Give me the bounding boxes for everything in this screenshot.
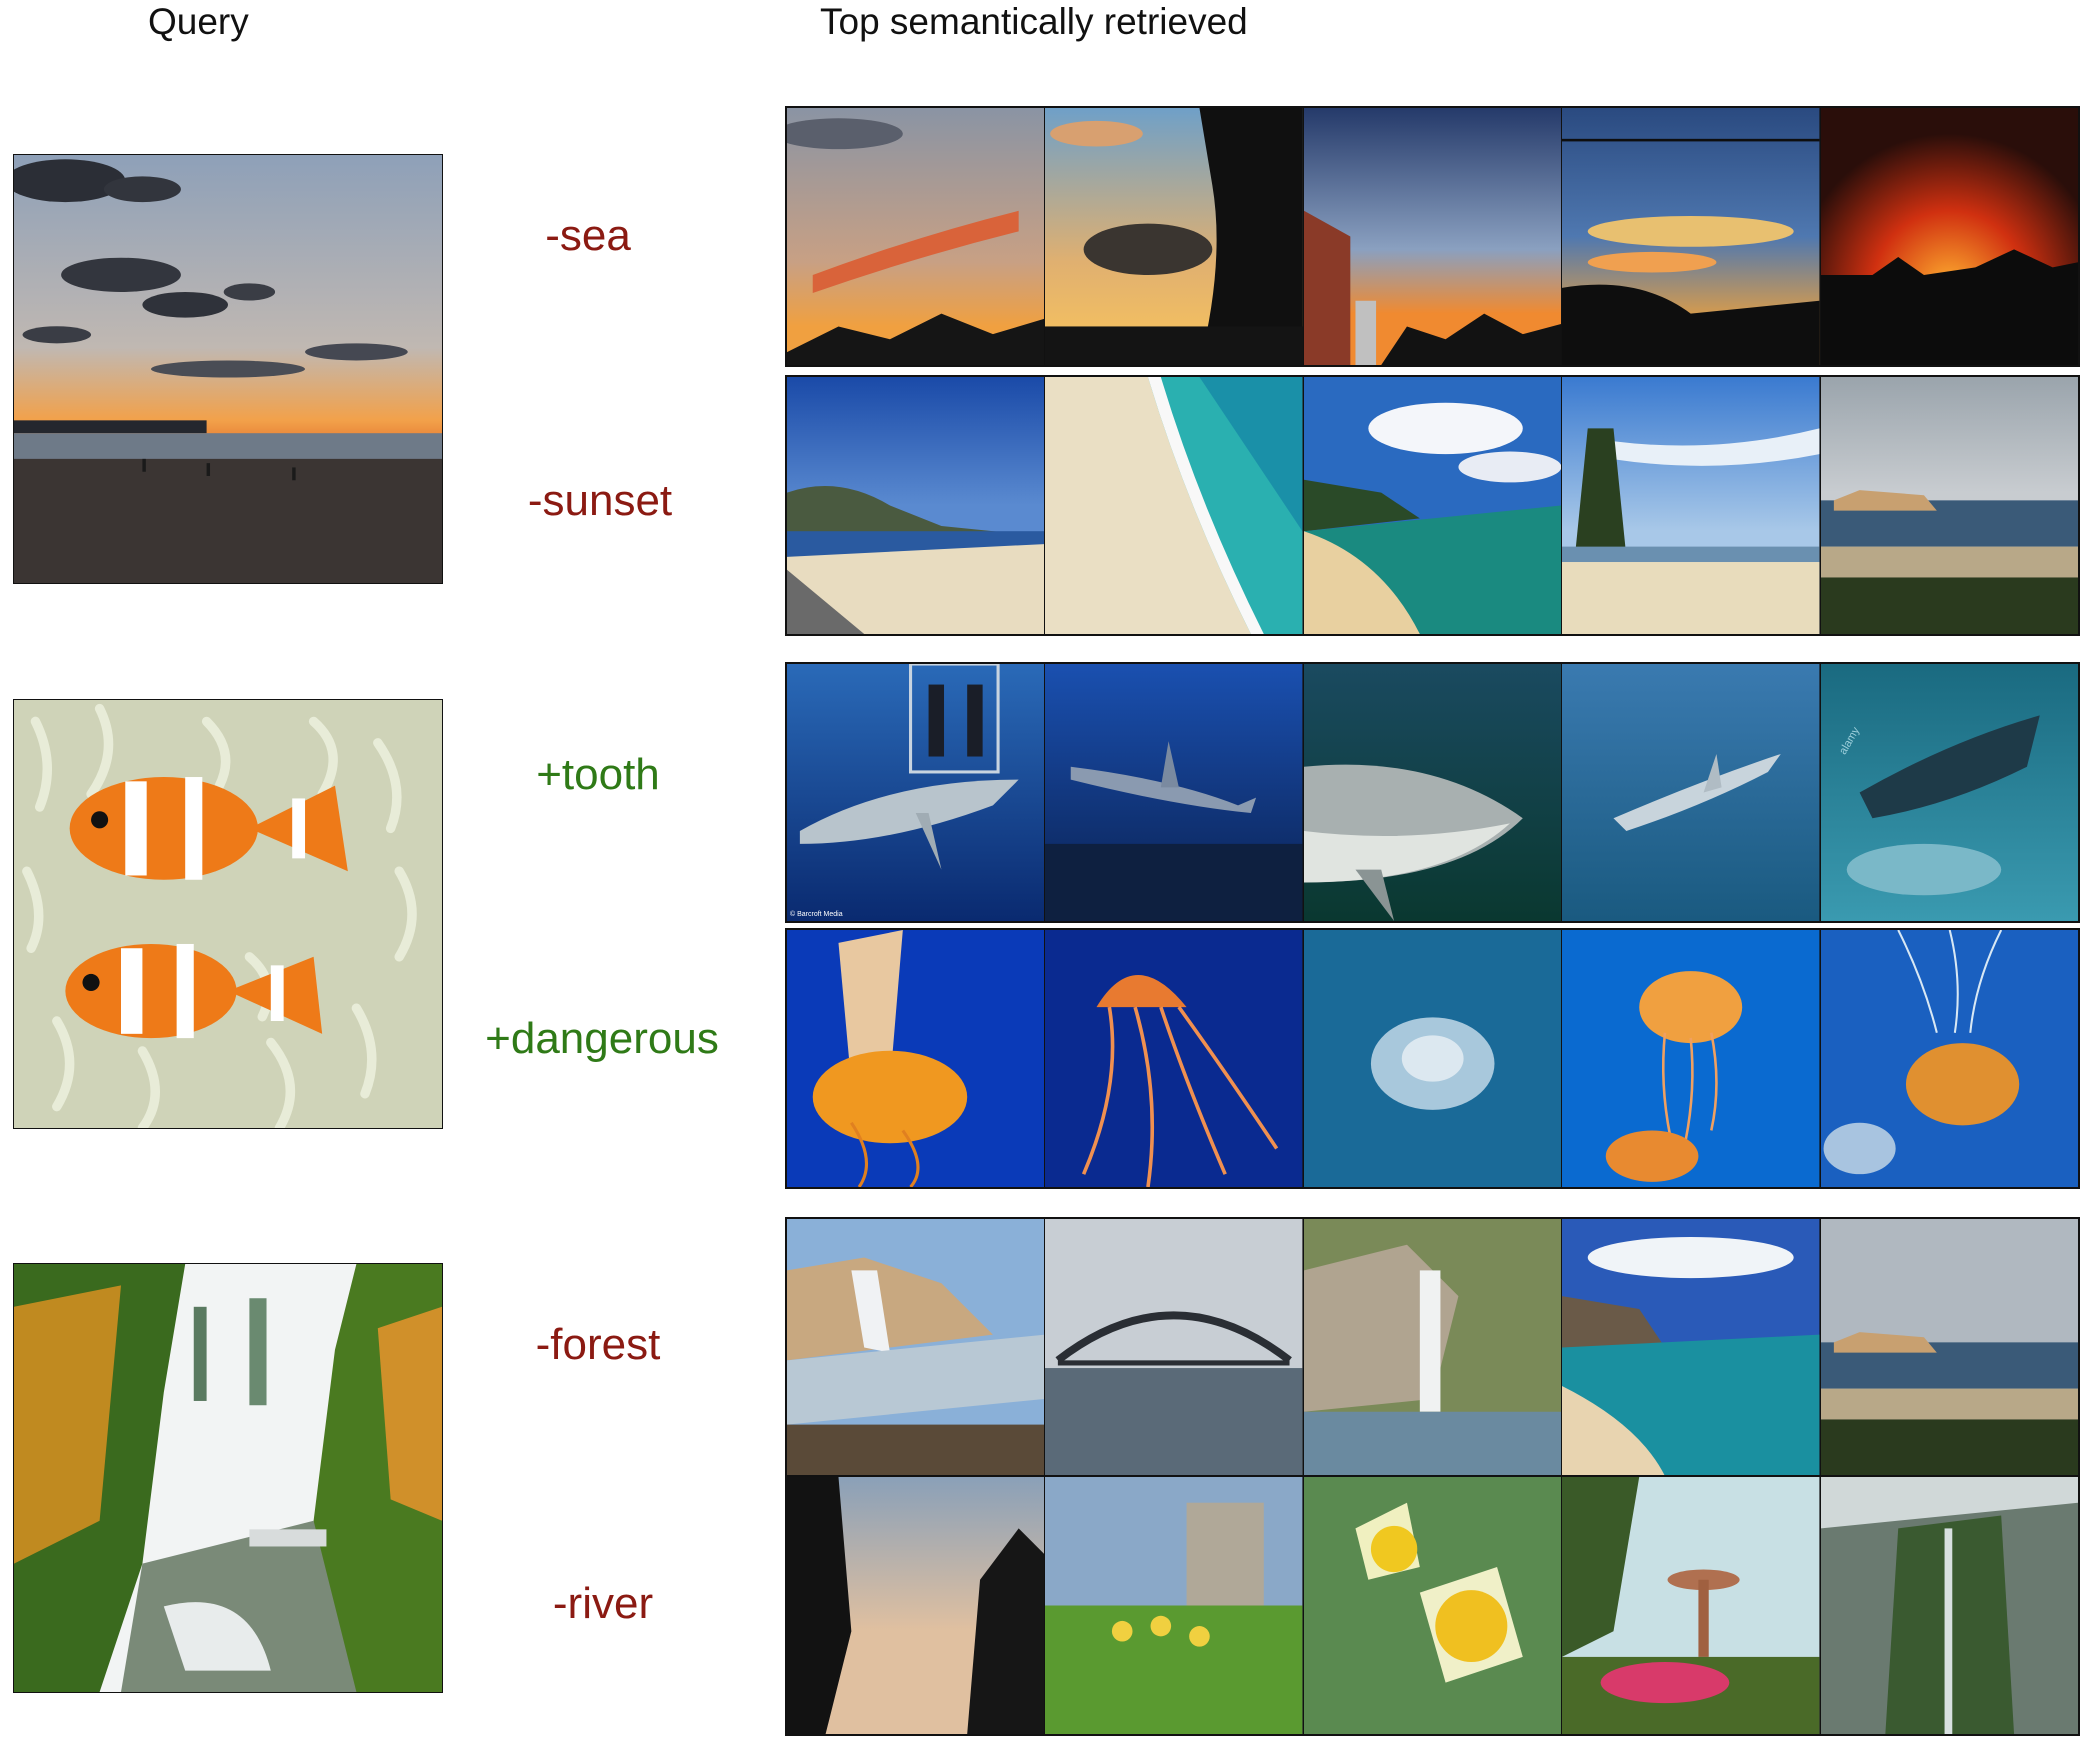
modifier-minus-sea: -sea	[545, 211, 631, 260]
result-row-sharks	[785, 662, 2080, 923]
result-image-beach-1	[787, 377, 1046, 634]
modifier-plus-dangerous: +dangerous	[485, 1014, 719, 1063]
modifier-minus-forest: -forest	[535, 1320, 661, 1369]
result-image-daffodils-park	[1045, 1477, 1304, 1734]
result-row-coast	[785, 1217, 2080, 1478]
result-image-coast-1	[787, 1219, 1046, 1476]
result-image-jellyfish-4	[1562, 930, 1821, 1187]
query-column-header: Query	[148, 1, 249, 42]
result-image-waterfall	[1303, 1219, 1563, 1476]
query-image-clownfish	[13, 699, 443, 1129]
result-image-jellyfish-2	[1045, 930, 1304, 1187]
result-image-jellyfish-5	[1820, 930, 2079, 1187]
result-image-shark-3	[1303, 664, 1563, 921]
modifier-minus-river: -river	[552, 1579, 654, 1628]
result-image-sunset-1	[787, 108, 1046, 365]
modifier-plus-tooth: +tooth	[536, 750, 660, 799]
modifier-minus-sunset: -sunset	[527, 476, 673, 525]
result-image-sunset-4	[1562, 108, 1821, 365]
result-row-sunsets	[785, 106, 2080, 367]
result-row-jellyfish	[785, 928, 2080, 1189]
result-row-vegetation	[785, 1475, 2080, 1736]
result-image-jellyfish-3	[1303, 930, 1563, 1187]
query-image-river-forest	[13, 1263, 443, 1693]
result-image-beach-4	[1562, 377, 1821, 634]
result-image-shark-1	[787, 664, 1046, 921]
result-image-shark-4	[1562, 664, 1821, 921]
result-image-daffodil-closeup	[1303, 1477, 1563, 1734]
result-image-jellyfish-1	[787, 930, 1046, 1187]
result-image-beach-3	[1303, 377, 1563, 634]
result-image-beach-5	[1820, 377, 2079, 634]
result-image-shark-2	[1045, 664, 1304, 921]
retrieved-column-header: Top semantically retrieved	[820, 1, 1248, 42]
watermark-barcroft: © Barcroft Media	[790, 911, 843, 918]
result-image-sunset-3	[1303, 108, 1563, 365]
result-image-coast-2	[1562, 1219, 1821, 1476]
result-row-beaches	[785, 375, 2080, 636]
result-image-sunset-5	[1820, 108, 2079, 365]
result-image-shark-5	[1820, 664, 2079, 921]
result-image-harbour-bridge	[1045, 1219, 1304, 1476]
result-image-cloud-forest	[1820, 1477, 2079, 1734]
result-image-trees-sky	[787, 1477, 1046, 1734]
result-image-beach-2	[1045, 377, 1304, 634]
result-image-sunset-2	[1045, 108, 1304, 365]
result-image-beach-night	[1820, 1219, 2079, 1476]
query-image-beach-sunset	[13, 154, 443, 584]
result-image-garden-supertrees	[1562, 1477, 1821, 1734]
